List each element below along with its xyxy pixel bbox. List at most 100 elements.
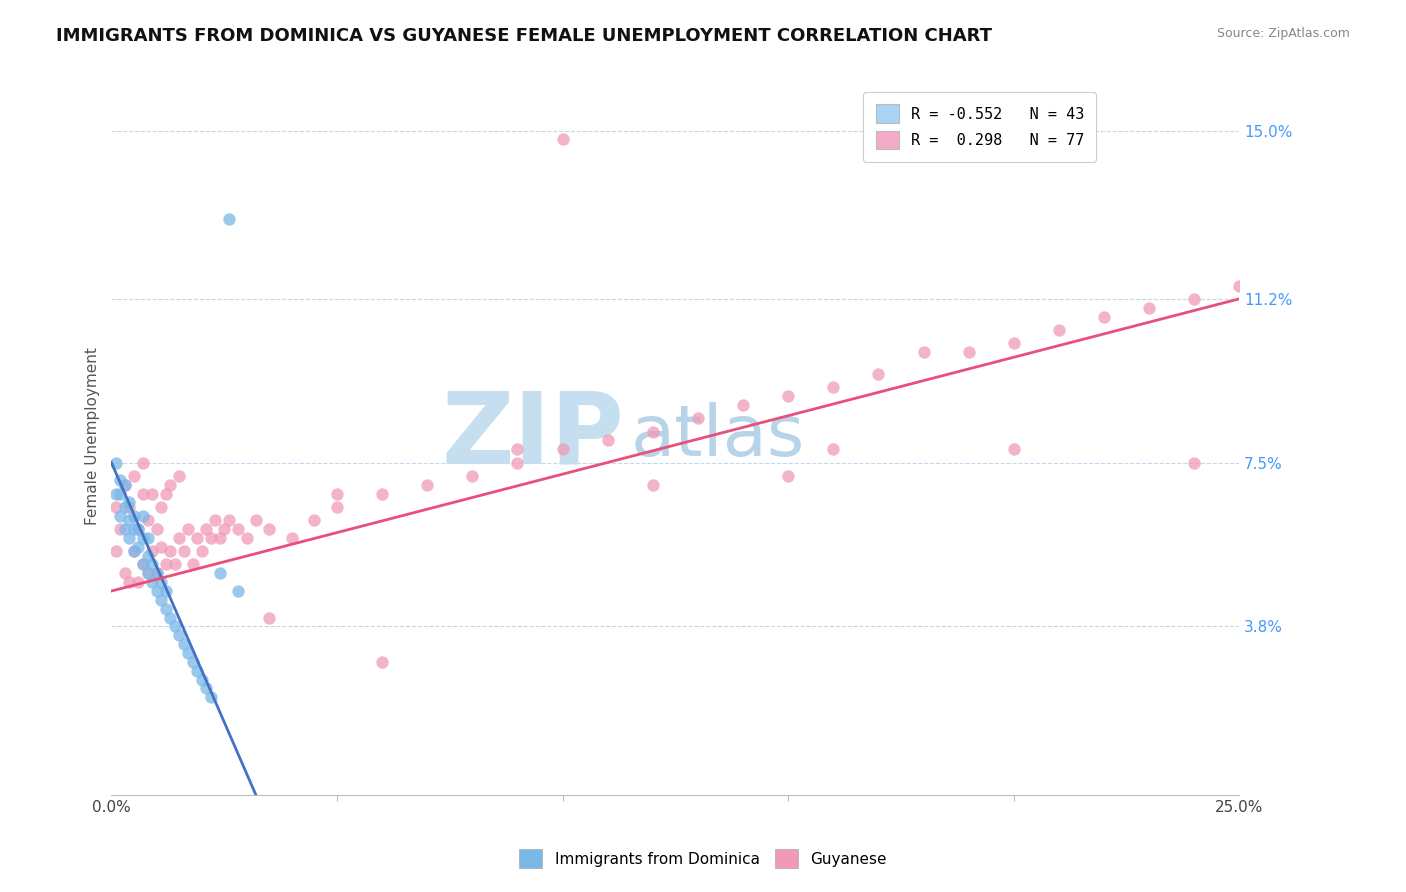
Point xyxy=(163,619,186,633)
Point xyxy=(136,566,159,581)
Point xyxy=(145,566,167,581)
Text: atlas: atlas xyxy=(630,401,804,471)
Point xyxy=(150,593,173,607)
Point xyxy=(122,469,145,483)
Point xyxy=(1047,323,1070,337)
Point xyxy=(259,610,281,624)
Point xyxy=(110,522,132,536)
Point xyxy=(155,486,177,500)
Point xyxy=(159,477,181,491)
Point xyxy=(226,584,249,599)
Point xyxy=(1002,442,1025,457)
Point xyxy=(127,522,149,536)
Point xyxy=(181,558,204,572)
Point xyxy=(104,456,127,470)
Point xyxy=(190,544,212,558)
Point xyxy=(110,474,132,488)
Point xyxy=(114,522,136,536)
Text: Source: ZipAtlas.com: Source: ZipAtlas.com xyxy=(1216,27,1350,40)
Point xyxy=(118,513,141,527)
Point xyxy=(132,531,155,545)
Point xyxy=(778,389,800,403)
Point xyxy=(461,469,484,483)
Point xyxy=(150,540,173,554)
Point xyxy=(110,486,132,500)
Point xyxy=(177,522,200,536)
Point xyxy=(1137,301,1160,315)
Point xyxy=(104,486,127,500)
Point xyxy=(326,486,349,500)
Point xyxy=(155,558,177,572)
Point xyxy=(200,690,222,705)
Point xyxy=(110,508,132,523)
Point xyxy=(136,549,159,563)
Point xyxy=(104,544,127,558)
Text: ZIP: ZIP xyxy=(441,387,624,484)
Point xyxy=(122,522,145,536)
Point xyxy=(163,558,186,572)
Point xyxy=(132,456,155,470)
Point xyxy=(778,469,800,483)
Point xyxy=(181,655,204,669)
Point xyxy=(641,425,664,439)
Point xyxy=(155,584,177,599)
Point xyxy=(551,442,574,457)
Point xyxy=(155,601,177,615)
Point xyxy=(127,540,149,554)
Point xyxy=(141,558,163,572)
Point xyxy=(218,212,240,227)
Point xyxy=(195,681,218,696)
Point xyxy=(1182,292,1205,306)
Point xyxy=(159,610,181,624)
Point xyxy=(150,500,173,514)
Point xyxy=(145,566,167,581)
Point xyxy=(506,442,529,457)
Y-axis label: Female Unemployment: Female Unemployment xyxy=(86,347,100,525)
Point xyxy=(173,637,195,651)
Point xyxy=(190,673,212,687)
Point xyxy=(371,486,394,500)
Point xyxy=(218,513,240,527)
Point xyxy=(159,544,181,558)
Point xyxy=(114,477,136,491)
Point xyxy=(114,566,136,581)
Point xyxy=(141,575,163,590)
Point xyxy=(150,575,173,590)
Point xyxy=(416,477,439,491)
Point xyxy=(551,132,574,146)
Point xyxy=(596,434,619,448)
Point xyxy=(200,531,222,545)
Point xyxy=(1182,456,1205,470)
Point xyxy=(1092,310,1115,324)
Point xyxy=(186,531,208,545)
Point xyxy=(686,411,709,425)
Point xyxy=(226,522,249,536)
Point xyxy=(132,558,155,572)
Point xyxy=(141,486,163,500)
Point xyxy=(132,508,155,523)
Point xyxy=(1002,336,1025,351)
Point xyxy=(326,500,349,514)
Point xyxy=(177,646,200,660)
Point xyxy=(641,477,664,491)
Point xyxy=(304,513,326,527)
Point xyxy=(1227,278,1250,293)
Point xyxy=(281,531,304,545)
Point xyxy=(208,566,231,581)
Point xyxy=(118,531,141,545)
Point xyxy=(868,367,890,381)
Point xyxy=(245,513,267,527)
Point xyxy=(236,531,259,545)
Point xyxy=(122,508,145,523)
Point xyxy=(204,513,226,527)
Point xyxy=(145,522,167,536)
Point xyxy=(912,345,935,359)
Point xyxy=(208,531,231,545)
Legend: R = -0.552   N = 43, R =  0.298   N = 77: R = -0.552 N = 43, R = 0.298 N = 77 xyxy=(863,92,1097,161)
Point xyxy=(173,544,195,558)
Point xyxy=(127,575,149,590)
Point xyxy=(118,575,141,590)
Point xyxy=(823,380,845,394)
Legend: Immigrants from Dominica, Guyanese: Immigrants from Dominica, Guyanese xyxy=(512,841,894,875)
Point xyxy=(167,628,190,642)
